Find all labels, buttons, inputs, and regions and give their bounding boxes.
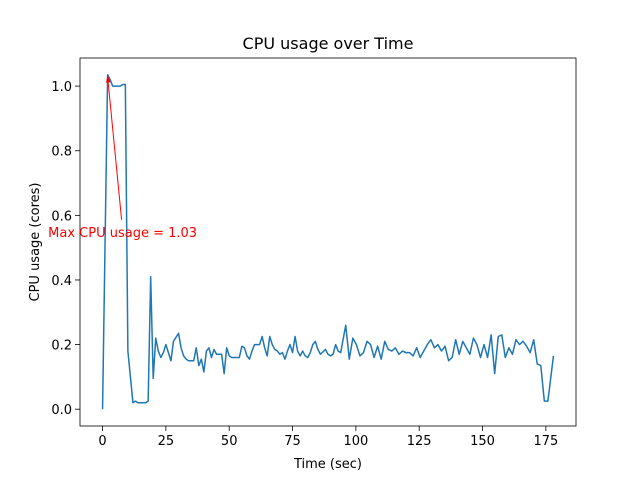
y-tick-label: 0.2 — [51, 339, 72, 354]
x-tick-label: 25 — [158, 434, 175, 449]
y-tick-label: 0.0 — [51, 403, 72, 418]
x-tick-label: 75 — [284, 434, 301, 449]
x-tick-label: 50 — [221, 434, 238, 449]
annotation-arrowhead — [105, 74, 111, 83]
x-tick-label: 125 — [407, 434, 432, 449]
y-tick-label: 1.0 — [51, 80, 72, 95]
x-tick-label: 0 — [98, 434, 106, 449]
x-axis-label: Time (sec) — [293, 457, 362, 472]
y-tick-label: 0.6 — [51, 209, 72, 224]
y-axis-label: CPU usage (cores) — [28, 183, 43, 302]
x-tick-label: 150 — [470, 434, 495, 449]
annotation-arrow — [107, 76, 123, 220]
chart-title: CPU usage over Time — [243, 34, 414, 53]
data-line — [101, 74, 555, 410]
plot-frame — [79, 57, 577, 427]
y-tick-label: 0.8 — [51, 145, 72, 160]
x-tick-label: 100 — [343, 434, 368, 449]
y-tick-label: 0.4 — [51, 274, 72, 289]
x-tick-label: 175 — [533, 434, 558, 449]
annotation-text: Max CPU usage = 1.03 — [48, 226, 197, 241]
